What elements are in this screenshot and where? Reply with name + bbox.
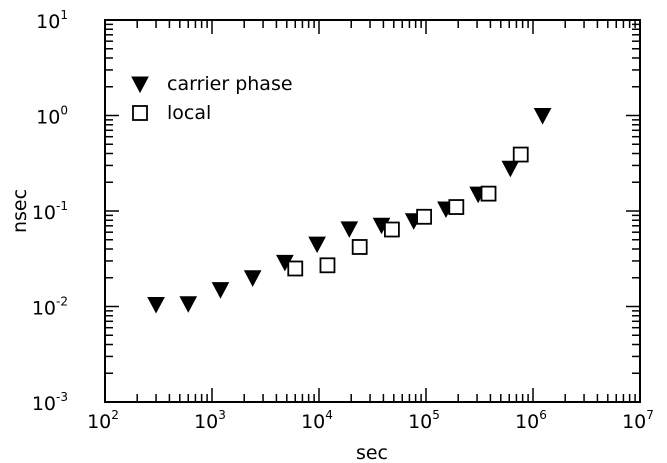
data-point-triangle xyxy=(243,270,262,287)
x-tick-label: 103 xyxy=(194,408,226,433)
y-tick-label: 10-2 xyxy=(32,295,68,320)
series-local xyxy=(287,146,529,277)
data-point-square xyxy=(351,239,368,255)
data-point-square xyxy=(383,221,400,238)
x-tick-label: 102 xyxy=(87,408,119,433)
data-point-triangle xyxy=(533,108,552,125)
x-tick-label: 104 xyxy=(301,408,333,433)
y-tick-label: 100 xyxy=(36,104,68,129)
series-carrier-phase xyxy=(147,108,552,314)
x-tick-label: 107 xyxy=(622,408,654,433)
data-point-triangle xyxy=(501,160,520,178)
data-marks xyxy=(147,108,552,314)
y-tick-label: 10-3 xyxy=(32,390,68,415)
x-axis-title: sec xyxy=(356,442,388,463)
data-point-triangle xyxy=(211,282,230,299)
x-tick-label: 105 xyxy=(408,408,440,433)
data-point-square xyxy=(448,199,465,215)
y-axis-title: nsec xyxy=(9,189,31,233)
legend: carrier phase local xyxy=(131,73,293,124)
y-tick-label: 10-1 xyxy=(32,199,68,224)
legend-label: carrier phase xyxy=(167,73,293,95)
data-point-triangle xyxy=(179,296,198,313)
legend-label: local xyxy=(167,102,211,124)
x-tick-label: 106 xyxy=(515,408,547,433)
data-point-triangle xyxy=(340,221,359,238)
data-point-square xyxy=(416,208,433,225)
axis-ticks xyxy=(104,20,640,403)
data-point-square xyxy=(512,146,529,163)
data-point-square xyxy=(480,185,497,202)
data-point-square xyxy=(319,257,336,274)
legend-item: carrier phase xyxy=(131,73,293,95)
legend-marker-square xyxy=(132,105,148,121)
data-point-triangle xyxy=(147,296,165,314)
legend-item: local xyxy=(132,102,211,124)
y-tick-label: 101 xyxy=(36,8,68,33)
axis-tick-labels: 102 103 104 105 106 107 10-3 10-2 10-1 100 101 xyxy=(32,8,654,433)
legend-marker-triangle xyxy=(131,76,149,94)
data-point-triangle xyxy=(308,236,326,254)
data-point-square xyxy=(287,260,304,277)
